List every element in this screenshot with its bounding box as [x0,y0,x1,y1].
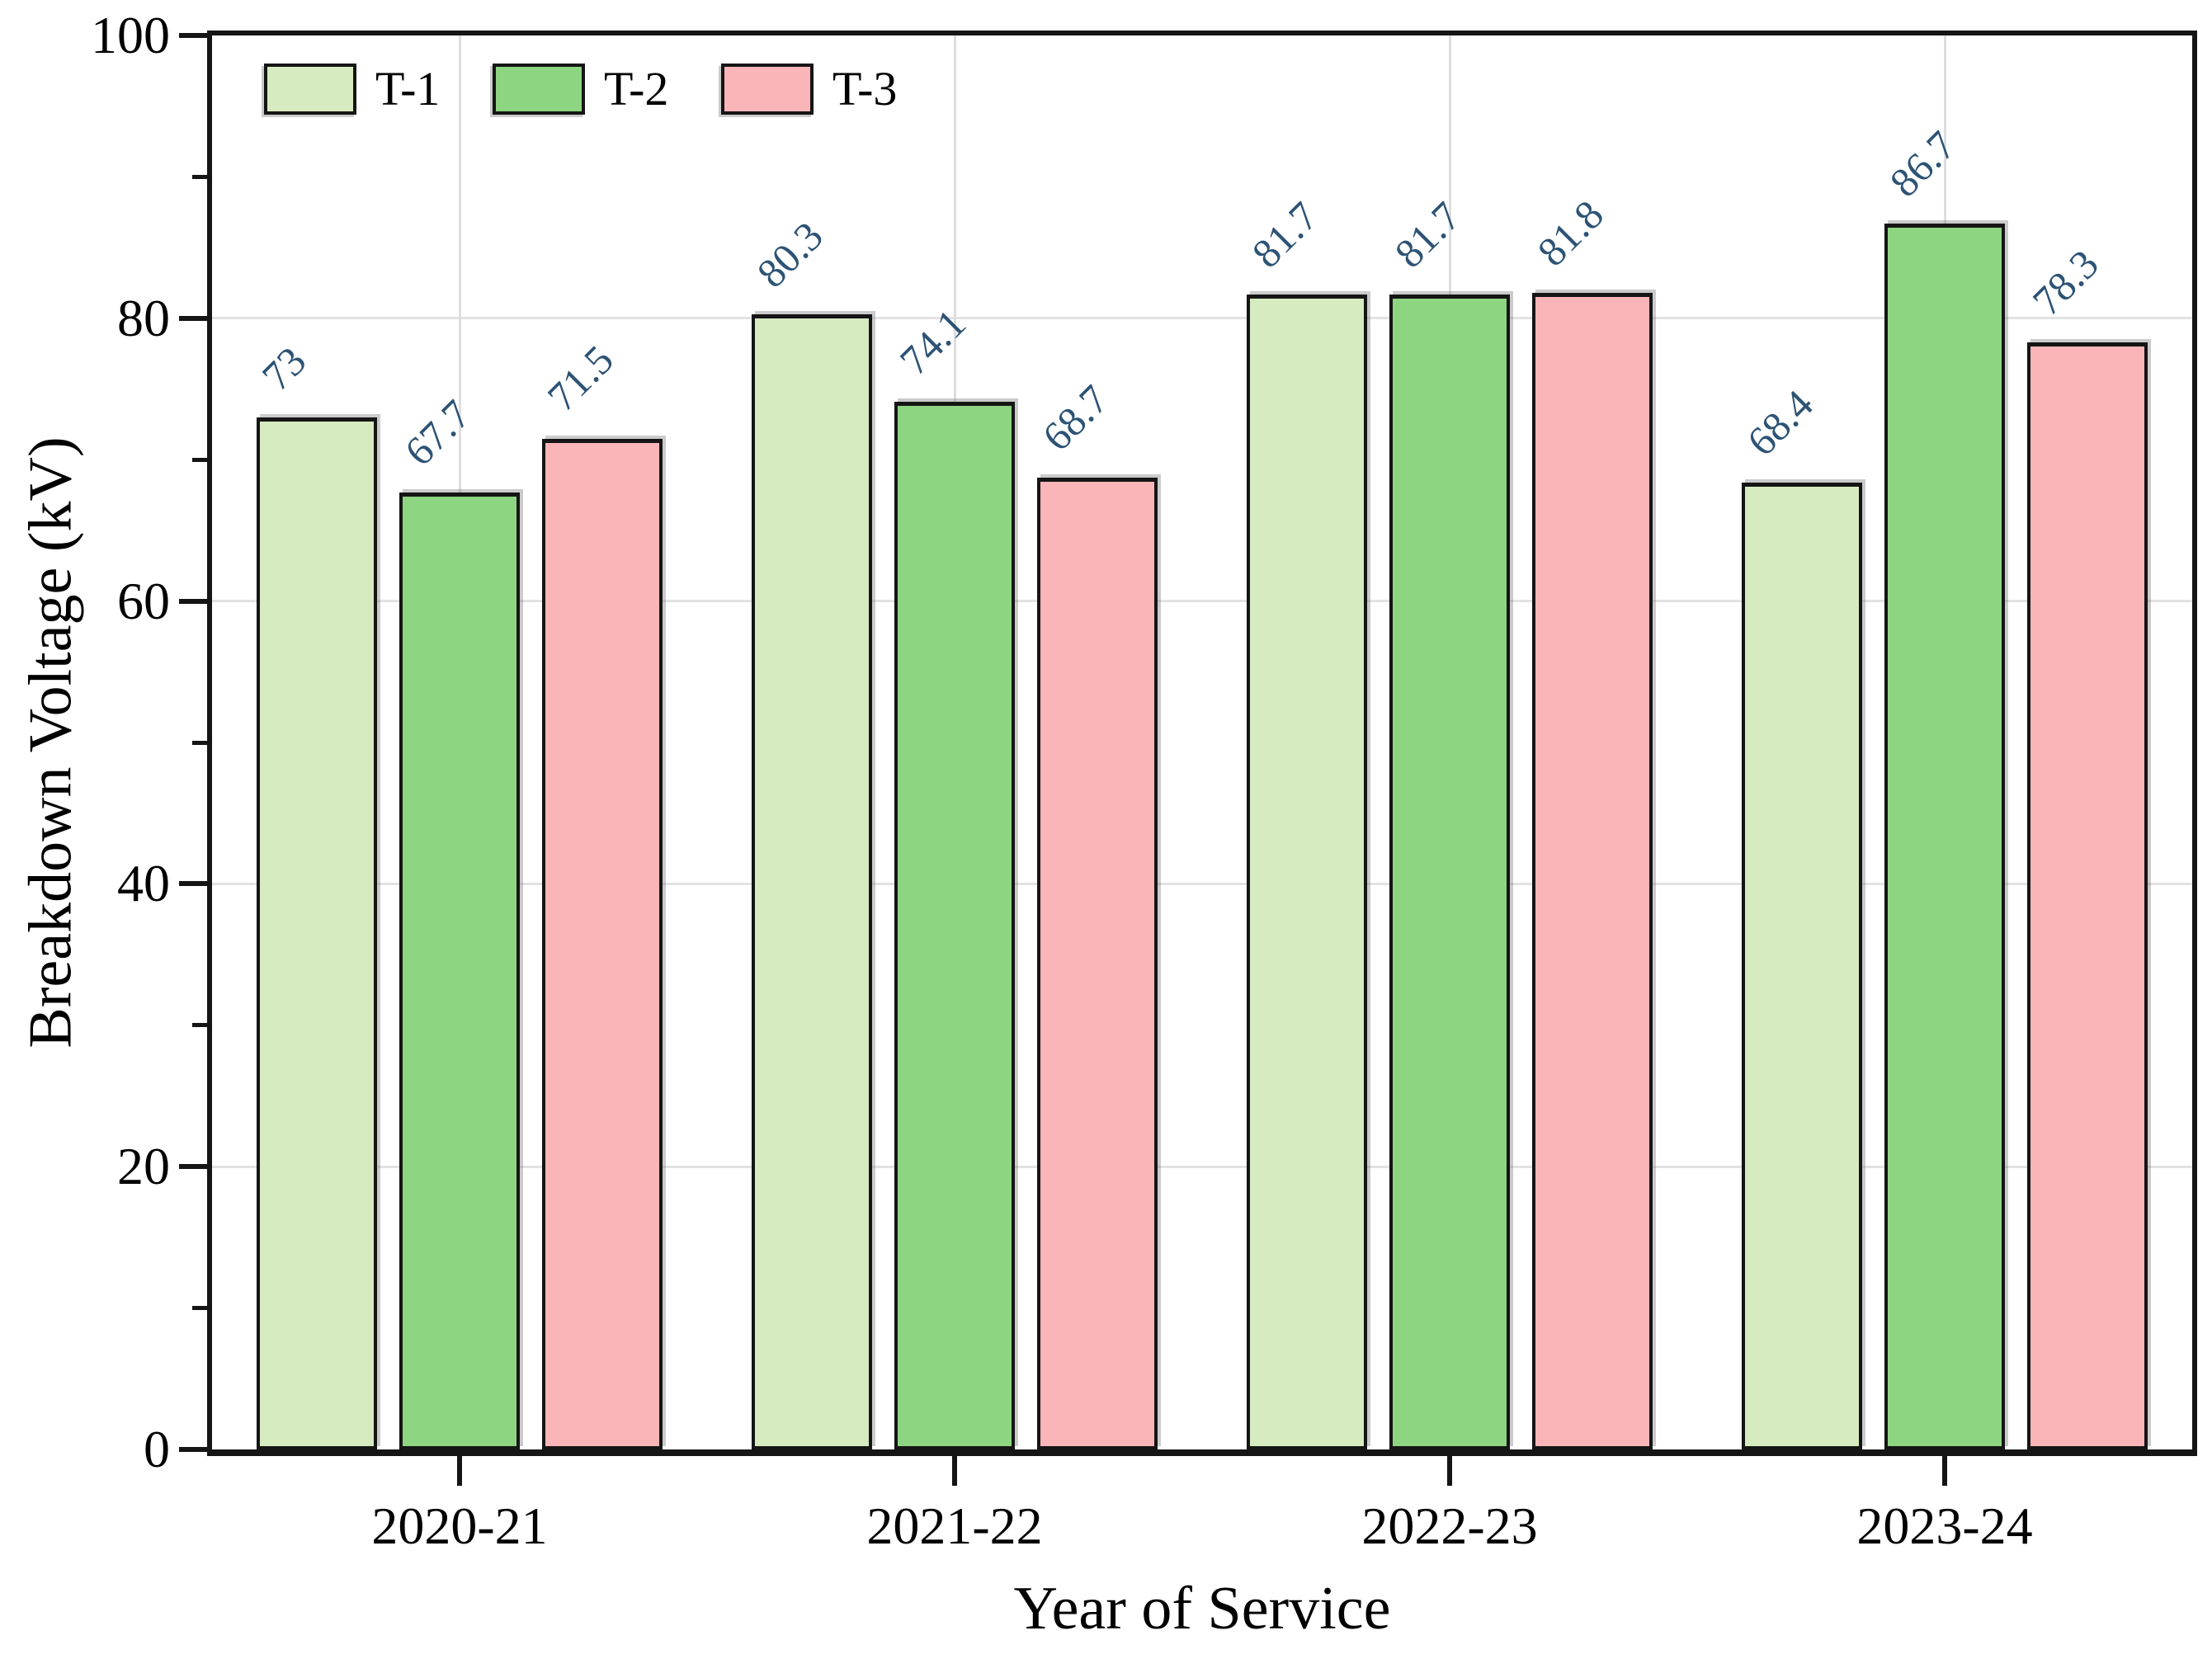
bar-T-2-2023-24 [1884,223,2005,1449]
y-tick-label-0: 0 [144,1420,170,1478]
value-label-T-3-2022-23: 81.8 [1528,191,1612,276]
value-label-T-2-2020-21: 67.7 [395,390,479,474]
bar-T-2-2021-22 [894,401,1015,1449]
y-tick-label-60: 60 [117,571,170,630]
legend-label-T-1: T-1 [375,62,441,115]
y-minor-tick-30 [192,1023,207,1028]
y-major-tick-60 [179,598,207,604]
h-gridline-20 [212,1165,2192,1168]
value-label-T-1-2022-23: 81.7 [1243,192,1327,276]
x-tick-2023-24 [1942,1456,1947,1486]
y-minor-tick-50 [192,740,207,745]
x-tick-label-2023-24: 2023-24 [1856,1496,2033,1555]
value-label-T-1-2023-24: 68.4 [1738,380,1822,464]
bar-T-2-2022-23 [1389,294,1510,1449]
y-major-tick-20 [179,1164,207,1170]
h-gridline-40 [212,882,2192,885]
x-tick-label-2020-21: 2020-21 [371,1496,548,1555]
value-label-T-2-2023-24: 86.7 [1880,121,1964,206]
bar-T-3-2021-22 [1037,478,1158,1449]
value-label-T-2-2022-23: 81.7 [1385,192,1469,276]
y-minor-tick-70 [192,457,207,462]
x-tick-2022-23 [1447,1456,1452,1486]
x-tick-2021-22 [952,1456,957,1486]
bar-T-3-2020-21 [542,438,663,1449]
y-minor-tick-90 [192,174,207,179]
value-label-T-1-2021-22: 80.3 [748,212,832,296]
y-axis-title: Breakdown Voltage (kV) [17,436,85,1049]
legend-label-T-3: T-3 [832,62,898,115]
y-major-tick-40 [179,881,207,887]
bar-T-3-2022-23 [1532,292,1653,1449]
bar-T-1-2023-24 [1742,482,1862,1449]
plot-area: 73 80.3 81.7 68.4 67.7 74.1 81.7 86.7 71.5 68.7 81… [179,31,2197,1486]
y-major-tick-0 [179,1447,207,1452]
legend-swatch-T-3 [721,64,814,115]
x-tick-2020-21 [457,1456,462,1486]
value-label-T-1-2020-21: 73 [252,337,315,399]
value-label-T-3-2021-22: 68.7 [1033,376,1117,460]
legend-label-T-2: T-2 [604,62,669,115]
h-gridline-60 [212,600,2192,603]
y-tick-label-80: 80 [117,288,170,347]
value-label-T-3-2023-24: 78.3 [2023,240,2107,325]
y-tick-label-20: 20 [117,1137,170,1196]
bar-T-3-2023-24 [2027,342,2148,1449]
y-major-tick-100 [179,33,207,38]
value-label-T-2-2021-22: 74.1 [890,299,974,384]
y-minor-tick-10 [192,1306,207,1311]
y-tick-label-100: 100 [91,6,170,64]
legend-swatch-T-1 [264,64,356,115]
h-gridline-80 [212,317,2192,320]
x-axis-title: Year of Service [1013,1575,1391,1643]
bar-T-1-2020-21 [257,417,377,1449]
bar-T-1-2022-23 [1247,294,1367,1449]
legend-swatch-T-2 [493,64,585,115]
bar-T-2-2020-21 [399,492,520,1449]
x-tick-label-2022-23: 2022-23 [1361,1496,1538,1555]
y-major-tick-80 [179,315,207,321]
x-tick-label-2021-22: 2021-22 [866,1496,1043,1555]
value-label-T-3-2020-21: 71.5 [538,337,622,421]
y-tick-label-40: 40 [117,854,170,913]
bar-T-1-2021-22 [752,313,872,1449]
